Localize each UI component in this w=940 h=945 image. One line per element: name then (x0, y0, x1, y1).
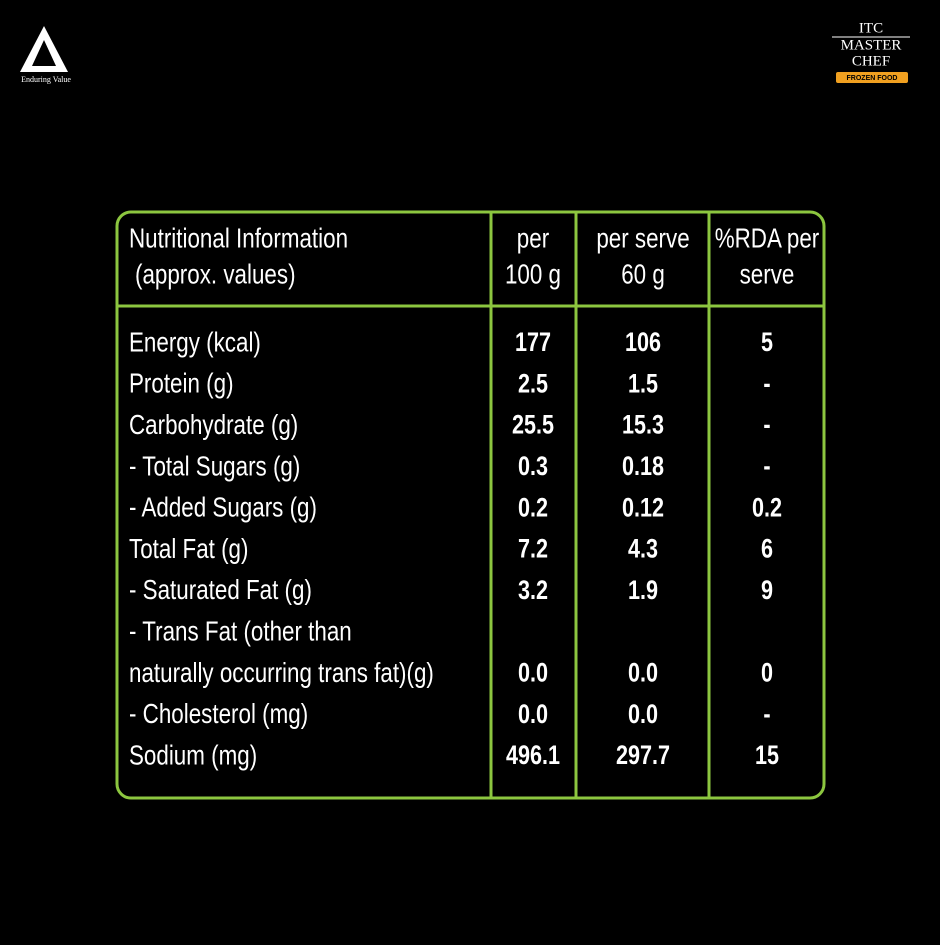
header-cell: 100 g (505, 259, 561, 290)
row-label: - Trans Fat (other than (129, 616, 352, 647)
row-value: - (763, 411, 770, 441)
masterchef-line: MASTER (841, 37, 902, 53)
row-label: Carbohydrate (g) (129, 410, 298, 441)
row-value: 7.2 (518, 534, 548, 564)
row-value: 25.5 (512, 411, 554, 441)
table-border (115, 210, 826, 800)
header-cell: %RDA per (715, 223, 820, 254)
masterchef-logo: ITC MASTER CHEF FROZEN FOOD (832, 20, 910, 83)
row-value: 106 (625, 328, 661, 358)
row-value: 0.0 (628, 658, 658, 688)
row-label: - Added Sugars (g) (129, 492, 317, 523)
itc-triangle-inner (32, 40, 56, 66)
row-value: 177 (515, 328, 551, 358)
row-value: 496.1 (506, 741, 560, 771)
row-value: 0.12 (622, 493, 664, 523)
masterchef-banner: FROZEN FOOD (847, 75, 898, 82)
row-value: 5 (761, 328, 773, 358)
row-label: Sodium (mg) (129, 740, 257, 771)
header-cell: per (517, 223, 550, 254)
row-value: 0.2 (518, 493, 548, 523)
banner (836, 72, 908, 83)
header-cell: serve (740, 259, 795, 290)
row-value: 0 (761, 658, 773, 688)
row-label: Protein (g) (129, 368, 234, 399)
itc-mark: ITC (37, 56, 52, 66)
row-value: - (763, 700, 770, 730)
masterchef-line: ITC (859, 20, 883, 36)
row-value: 297.7 (616, 741, 670, 771)
row-label: Total Fat (g) (129, 534, 248, 565)
row-value: 15.3 (622, 411, 664, 441)
row-value: 15 (755, 741, 779, 771)
row-value: 0.0 (628, 700, 658, 730)
row-value: 0.0 (518, 700, 548, 730)
row-value: 0.18 (622, 452, 664, 482)
header-cell: (approx. values) (135, 259, 296, 290)
table-frame (115, 210, 826, 800)
row-value: 0.0 (518, 658, 548, 688)
row-value: 0.2 (752, 493, 782, 523)
header-cell: Nutritional Information (129, 223, 348, 254)
masterchef-line: CHEF (852, 53, 890, 69)
row-value: 4.3 (628, 534, 658, 564)
row-label: - Saturated Fat (g) (129, 575, 312, 606)
row-value: 6 (761, 534, 773, 564)
row-value: 9 (761, 576, 773, 606)
row-value: 1.9 (628, 576, 658, 606)
row-label: - Cholesterol (mg) (129, 699, 308, 730)
row-value: 3.2 (518, 576, 548, 606)
row-value: - (763, 369, 770, 399)
row-value: 1.5 (628, 369, 658, 399)
row-value: 2.5 (518, 369, 548, 399)
itc-tagline: Enduring Value (21, 75, 71, 84)
row-label: Energy (kcal) (129, 327, 261, 358)
table-cells: Nutritional Information (approx. values) p… (129, 223, 820, 771)
row-value: 0.3 (518, 452, 548, 482)
row-label: - Total Sugars (g) (129, 451, 300, 482)
row-value: - (763, 452, 770, 482)
itc-logo: ITC Enduring Value (20, 26, 71, 84)
row-label: naturally occurring trans fat)(g) (129, 658, 434, 689)
header-cell: per serve (596, 223, 689, 254)
header-cell: 60 g (621, 259, 665, 290)
